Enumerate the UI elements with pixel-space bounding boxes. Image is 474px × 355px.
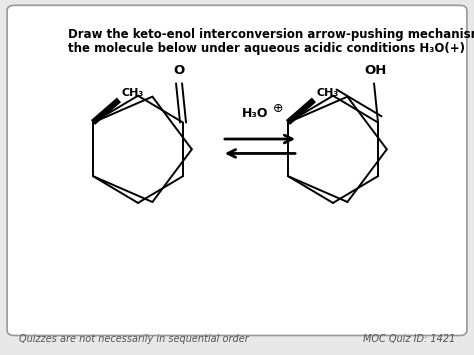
Text: O: O [173, 64, 185, 77]
Text: CH₃: CH₃ [122, 88, 144, 98]
Text: Draw the keto-enol interconversion arrow-pushing mechanism for: Draw the keto-enol interconversion arrow… [68, 28, 474, 41]
Text: Quizzes are not necessarily in sequential order: Quizzes are not necessarily in sequentia… [19, 334, 249, 344]
Text: OH: OH [365, 64, 387, 77]
Text: H₃O: H₃O [242, 108, 268, 120]
Text: MOC Quiz ID: 1421: MOC Quiz ID: 1421 [363, 334, 455, 344]
Text: the molecule below under aqueous acidic conditions H₃O(+): the molecule below under aqueous acidic … [68, 42, 465, 55]
Text: ⊕: ⊕ [273, 102, 283, 115]
Text: CH₃: CH₃ [317, 88, 339, 98]
